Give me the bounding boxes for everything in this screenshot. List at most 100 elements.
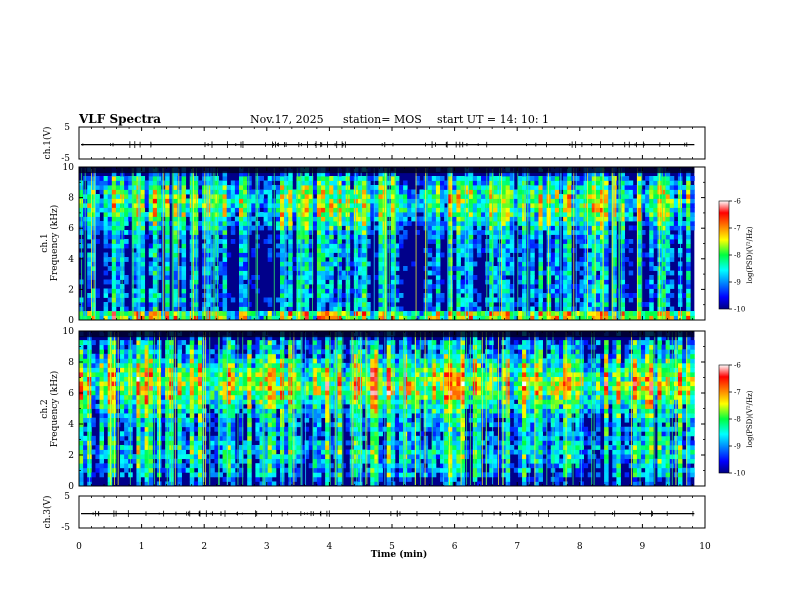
ch1-spec-cell <box>440 225 445 231</box>
ch1-spec-cell <box>419 221 424 226</box>
ch2-spec-cell <box>161 408 166 414</box>
ch1-spec-cell <box>362 212 367 217</box>
ch1-spec-cell <box>440 176 445 181</box>
ch1-spec-cell <box>550 252 556 258</box>
ch1-spec-cell <box>591 207 597 213</box>
ch2-spec-cell <box>99 449 105 455</box>
ch1-spec-cell <box>202 221 207 226</box>
ch2-spec-cell <box>136 431 141 437</box>
ch1-spec-cell <box>124 230 129 235</box>
ch1-spec-cell <box>238 243 244 249</box>
ch1-spec-cell <box>636 302 642 307</box>
ch1-spec-cell <box>321 239 326 244</box>
ch1-spec-cell <box>501 221 507 226</box>
ch1-spec-cell <box>165 225 170 231</box>
ch1-spec-cell <box>653 266 658 271</box>
ch1-spec-cell <box>472 198 478 204</box>
ch1-spec-cell <box>300 252 306 258</box>
ch1-spec-cell <box>316 189 322 195</box>
ch2-spec-cell <box>140 422 146 428</box>
ch2-spec-cell <box>152 463 158 469</box>
ch1-spec-cell <box>165 279 170 285</box>
ch1-spec-cell <box>214 221 219 226</box>
ch1-spec-cell <box>390 234 396 240</box>
ch1-spec-cell <box>296 234 301 240</box>
ch1-spec-cell <box>546 302 552 307</box>
ch1-spec-cell <box>522 293 527 298</box>
ch1-spec-cell <box>366 203 371 208</box>
ch1-spec-cell <box>234 203 240 208</box>
ch1-spec-cell <box>620 230 626 235</box>
ch1-spec-cell <box>378 185 383 190</box>
ch2-spec-cell <box>144 335 150 341</box>
ch1-spec-cell <box>620 266 626 271</box>
ch2-spec-cell <box>181 408 187 414</box>
ch1-spec-cell <box>177 270 182 276</box>
ch1-spec-cell <box>661 266 667 271</box>
ch1-spec-cell <box>628 212 634 217</box>
ch2-spec-cell <box>120 417 125 423</box>
ch1-spec-cell <box>444 225 449 231</box>
ch1-spec-cell <box>156 293 162 298</box>
ch1-spec-cell <box>600 230 605 235</box>
ch1-spec-cell <box>530 275 535 280</box>
ch1-spec-cell <box>280 176 285 181</box>
ch2-spec-cell <box>148 481 154 487</box>
ch1-spec-cell <box>366 306 371 312</box>
ch1-spec-cell <box>316 248 322 253</box>
ch1-spec-cell <box>280 243 285 249</box>
ch1-spec-cell <box>448 189 453 195</box>
ch1-spec-cell <box>485 243 490 249</box>
ch2-spec-cell <box>136 390 141 396</box>
ch1-spec-cell <box>202 234 207 240</box>
ch1-spec-cell <box>247 230 252 235</box>
ch1-spec-cell <box>304 176 310 181</box>
ch2-spec-cell <box>177 426 182 432</box>
ch1-spec-cell <box>554 176 560 181</box>
ch1-spec-cell <box>362 243 367 249</box>
ch1-spec-cell <box>464 225 470 231</box>
ch1-spec-cell <box>542 216 548 222</box>
ch2-spec-cell <box>144 413 150 419</box>
ch1-spec-cell <box>234 216 240 222</box>
ch1-spec-cell <box>128 176 133 181</box>
ch1-spec-cell <box>682 207 687 213</box>
ch1-spec-cell <box>370 198 375 204</box>
ch2-spec-cell <box>144 362 150 368</box>
ch1-spec-cell <box>275 194 281 199</box>
ch1-spec-cell <box>222 288 228 294</box>
ch1-spec-cell <box>583 230 589 235</box>
ch1-spec-cell <box>140 252 146 258</box>
ch1-spec-cell <box>403 266 408 271</box>
ch1-spec-cell <box>99 180 105 186</box>
ch2-spec-cell <box>79 463 84 469</box>
ch1-spec-cell <box>259 194 265 199</box>
ch2-spec-cell <box>136 335 141 341</box>
ch1-spec-cell <box>641 315 646 321</box>
ch2-spec-cell <box>148 440 154 446</box>
ch1-spec-cell <box>649 297 654 303</box>
ch1-spec-cell <box>218 311 223 316</box>
ch1-spec-cell <box>522 302 527 307</box>
ch1-spec-cell <box>522 239 527 244</box>
ch2-spec-cell <box>144 476 150 482</box>
ch1-spec-cell <box>288 275 293 280</box>
ch2-spec-cell <box>99 431 105 437</box>
ch1-spec-cell <box>612 207 617 213</box>
ch1-spec-cell <box>99 198 105 204</box>
ch2-spec-cell <box>136 467 141 473</box>
ch1-spec-cell <box>538 284 543 289</box>
ch1-spec-cell <box>431 221 437 226</box>
ch1-spec-cell <box>612 198 617 204</box>
ch1-spec-cell <box>464 252 470 258</box>
ch1-spec-cell <box>111 176 117 181</box>
ch1-spec-cell <box>435 284 441 289</box>
ch1-spec-cell <box>427 248 433 253</box>
ch1-spec-cell <box>103 180 109 186</box>
ch1-spec-cell <box>686 248 691 253</box>
ch1-spec-cell <box>526 198 531 204</box>
ch1-spec-cell <box>296 311 301 316</box>
ch1-spec-cell <box>665 203 671 208</box>
ch1-spec-cell <box>370 216 375 222</box>
ch1-spec-cell <box>132 297 137 303</box>
